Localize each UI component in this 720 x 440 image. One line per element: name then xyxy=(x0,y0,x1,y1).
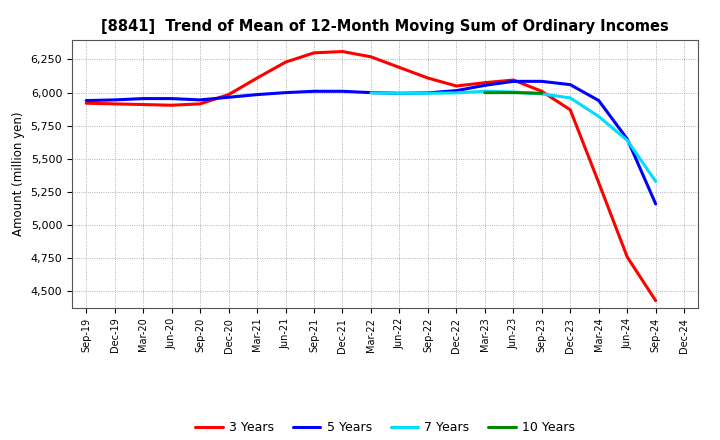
3 Years xyxy=(423,75,432,81)
5 Years xyxy=(480,83,489,88)
5 Years xyxy=(537,79,546,84)
Line: 3 Years: 3 Years xyxy=(86,51,656,301)
7 Years xyxy=(623,138,631,143)
5 Years xyxy=(509,79,518,84)
Y-axis label: Amount (million yen): Amount (million yen) xyxy=(12,112,25,236)
3 Years xyxy=(338,49,347,54)
7 Years xyxy=(537,92,546,97)
3 Years xyxy=(225,92,233,97)
5 Years xyxy=(196,97,204,103)
7 Years xyxy=(423,91,432,96)
5 Years xyxy=(423,90,432,95)
3 Years xyxy=(310,50,318,55)
3 Years xyxy=(282,59,290,65)
3 Years xyxy=(82,101,91,106)
5 Years xyxy=(225,95,233,100)
Line: 5 Years: 5 Years xyxy=(86,81,656,204)
10 Years xyxy=(509,90,518,95)
5 Years xyxy=(452,88,461,93)
7 Years xyxy=(509,89,518,95)
3 Years xyxy=(537,88,546,94)
5 Years xyxy=(566,82,575,87)
3 Years xyxy=(253,75,261,81)
3 Years xyxy=(480,80,489,85)
5 Years xyxy=(366,90,375,95)
5 Years xyxy=(623,136,631,142)
5 Years xyxy=(167,96,176,101)
5 Years xyxy=(338,88,347,94)
Line: 10 Years: 10 Years xyxy=(485,92,541,93)
7 Years xyxy=(595,114,603,119)
3 Years xyxy=(196,101,204,106)
5 Years xyxy=(395,91,404,96)
5 Years xyxy=(595,98,603,103)
10 Years xyxy=(537,91,546,96)
5 Years xyxy=(110,97,119,103)
5 Years xyxy=(282,90,290,95)
3 Years xyxy=(566,107,575,113)
Title: [8841]  Trend of Mean of 12-Month Moving Sum of Ordinary Incomes: [8841] Trend of Mean of 12-Month Moving … xyxy=(102,19,669,34)
3 Years xyxy=(139,102,148,107)
3 Years xyxy=(110,101,119,106)
7 Years xyxy=(566,95,575,101)
3 Years xyxy=(395,65,404,70)
3 Years xyxy=(366,54,375,59)
7 Years xyxy=(366,90,375,95)
3 Years xyxy=(452,83,461,88)
3 Years xyxy=(509,77,518,83)
5 Years xyxy=(310,88,318,94)
3 Years xyxy=(167,103,176,108)
5 Years xyxy=(139,96,148,101)
5 Years xyxy=(82,98,91,103)
Line: 7 Years: 7 Years xyxy=(371,91,656,181)
7 Years xyxy=(652,179,660,184)
5 Years xyxy=(253,92,261,97)
3 Years xyxy=(652,298,660,303)
3 Years xyxy=(595,180,603,185)
Legend: 3 Years, 5 Years, 7 Years, 10 Years: 3 Years, 5 Years, 7 Years, 10 Years xyxy=(191,416,580,439)
10 Years xyxy=(480,90,489,95)
7 Years xyxy=(452,90,461,95)
7 Years xyxy=(395,91,404,96)
5 Years xyxy=(652,202,660,207)
7 Years xyxy=(480,88,489,94)
3 Years xyxy=(623,254,631,260)
